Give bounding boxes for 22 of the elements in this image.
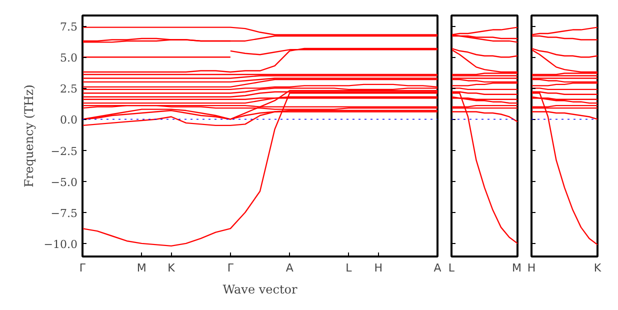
- y-tick-label: −10.0: [44, 238, 78, 251]
- y-tick-label: 0.0: [60, 114, 78, 127]
- x-tick-label: H: [374, 262, 382, 274]
- x-tick-label: Γ: [227, 262, 234, 274]
- x-tick-label: H: [527, 262, 536, 274]
- x-tick-label: M: [512, 262, 522, 274]
- y-axis-title: Frequency (THz): [22, 84, 36, 188]
- x-axis-title: Wave vector: [222, 282, 298, 296]
- y-tick-label: −7.5: [50, 206, 78, 220]
- x-tick-label: K: [168, 262, 176, 274]
- x-tick-label: K: [594, 262, 602, 274]
- y-tick-label: 2.5: [60, 82, 78, 96]
- x-tick-label: L: [346, 262, 353, 274]
- x-tick-label: M: [136, 262, 146, 274]
- y-tick-label: −5.0: [50, 176, 78, 189]
- y-tick-label: 5.0: [60, 52, 78, 65]
- x-tick-label: A: [286, 262, 294, 274]
- y-tick-label: 7.5: [60, 20, 78, 34]
- x-tick-label: L: [448, 262, 456, 274]
- y-tick-label: −2.5: [50, 144, 78, 158]
- x-tick-label: A: [434, 262, 442, 274]
- x-tick-label: Γ: [79, 262, 86, 274]
